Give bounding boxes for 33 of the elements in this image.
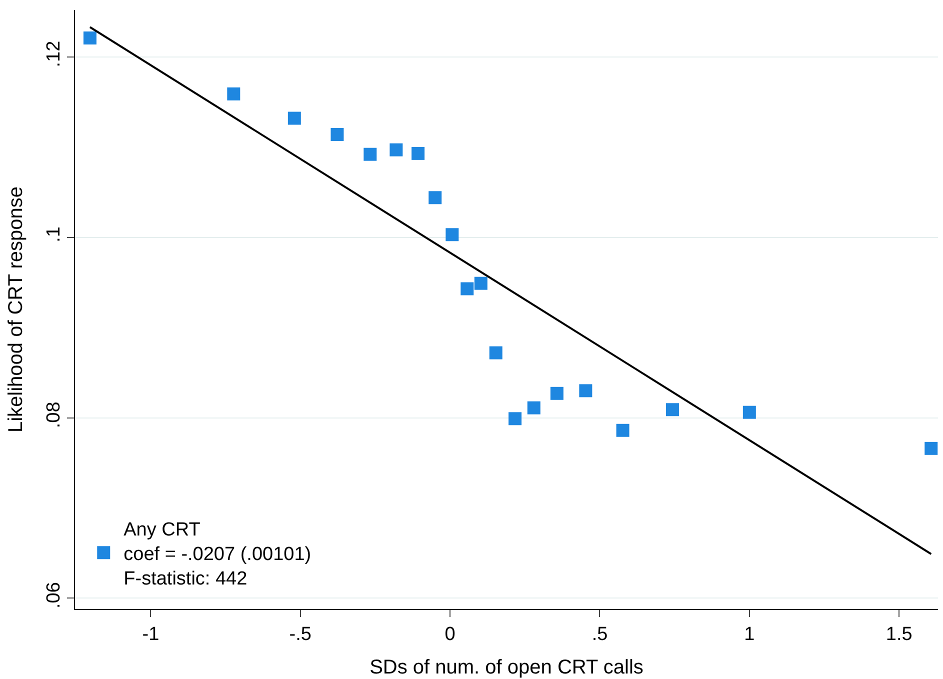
y-tick-label: .08 xyxy=(43,402,64,428)
x-tick-label: .5 xyxy=(592,624,608,645)
x-tick-label: 1 xyxy=(744,624,755,645)
point xyxy=(666,403,679,416)
point xyxy=(460,282,474,296)
point xyxy=(364,148,377,161)
legend-label: Any CRT coef = -.0207 (.00101) F-statistic: 442 xyxy=(124,519,312,590)
x-tick-label: -.5 xyxy=(289,624,312,645)
y-tick-label: .12 xyxy=(43,40,64,68)
point xyxy=(227,87,240,100)
point xyxy=(446,228,459,242)
x-axis-title: SDs of num. of open CRT calls xyxy=(370,656,644,678)
point xyxy=(508,412,522,426)
point xyxy=(489,346,502,360)
point xyxy=(742,406,756,419)
x-tick-label: -1 xyxy=(142,624,160,645)
point xyxy=(527,401,540,414)
point xyxy=(428,191,442,204)
y-tick-label: .1 xyxy=(43,226,64,242)
x-tick-label: 1.5 xyxy=(886,624,912,645)
point xyxy=(550,386,564,400)
y-tick-label: .06 xyxy=(43,582,64,609)
point xyxy=(579,384,592,398)
x-tick-label: 0 xyxy=(444,624,456,645)
point xyxy=(924,442,938,455)
point xyxy=(390,143,403,156)
point xyxy=(474,276,488,290)
y-axis-title: Likelihood of CRT response xyxy=(4,186,27,433)
point xyxy=(412,146,425,160)
point xyxy=(330,128,344,141)
point xyxy=(288,112,301,125)
point xyxy=(83,31,96,44)
point xyxy=(616,424,630,437)
